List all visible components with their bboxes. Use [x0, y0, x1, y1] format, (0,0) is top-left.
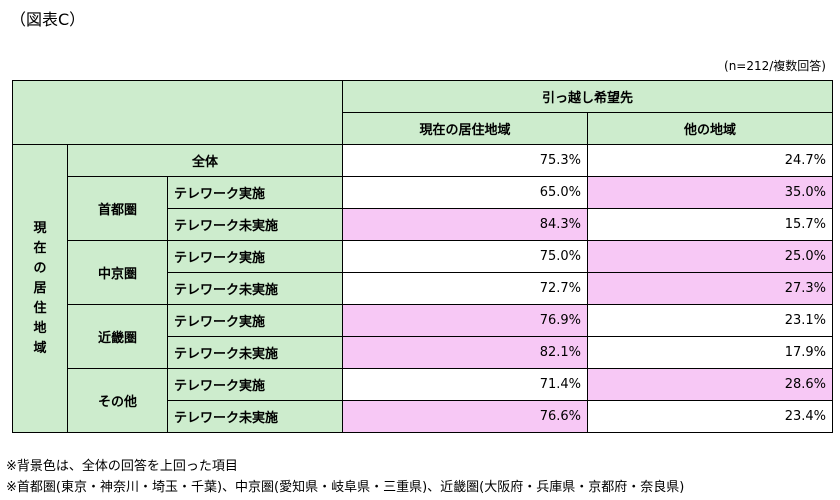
region-name: 近畿圏 — [67, 304, 168, 369]
total-other-value: 24.7% — [587, 144, 833, 177]
side-label-char: 現 — [33, 220, 47, 236]
table-row: テレワーク未実施 76.6% 23.4% — [13, 400, 833, 433]
row-label: テレワーク実施 — [167, 368, 343, 401]
table-row: 近畿圏 テレワーク実施 76.9% 23.1% — [13, 304, 833, 369]
table-row: テレワーク未実施 72.7% 27.3% — [13, 272, 833, 305]
corner-cell — [12, 80, 343, 145]
other-region-value: 15.7% — [587, 208, 833, 241]
other-region-value: 27.3% — [587, 272, 833, 305]
other-region-value: 25.0% — [587, 240, 833, 273]
row-label: テレワーク未実施 — [167, 400, 343, 433]
table-row: 首都圏 テレワーク実施 65.0% 35.0% — [13, 176, 833, 241]
figure-title: （図表C） — [10, 10, 86, 29]
row-label: テレワーク実施 — [167, 304, 343, 337]
side-label-char: 域 — [33, 340, 47, 356]
side-label-char: の — [33, 260, 47, 276]
other-region-value: 28.6% — [587, 368, 833, 401]
other-region-value: 23.1% — [587, 304, 833, 337]
current-region-value: 72.7% — [342, 272, 588, 305]
side-label-char: 住 — [33, 300, 47, 316]
row-label: テレワーク実施 — [167, 240, 343, 273]
region-name: 首都圏 — [67, 176, 168, 241]
side-label-current-region: 現在の居住地域 — [12, 144, 68, 433]
table-row: その他 テレワーク実施 71.4% 28.6% — [13, 368, 833, 433]
table-row: 中京圏 テレワーク実施 75.0% 25.0% — [13, 240, 833, 305]
side-label-char: 地 — [33, 320, 47, 336]
header-destination: 引っ越し希望先 — [342, 80, 833, 113]
footnote-regions: ※首都圏(東京・神奈川・埼玉・千葉)、中京圏(愛知県・岐阜県・三重県)、近畿圏(… — [6, 480, 685, 495]
current-region-value: 75.0% — [342, 240, 588, 273]
other-region-value: 17.9% — [587, 336, 833, 369]
current-region-value: 84.3% — [342, 208, 588, 241]
table-row: テレワーク未実施 82.1% 17.9% — [13, 336, 833, 369]
current-region-value: 76.6% — [342, 400, 588, 433]
current-region-value: 76.9% — [342, 304, 588, 337]
survey-table: 引っ越し希望先 現在の居住地域 他の地域 現在の居住地域 全体 75.3% 24… — [12, 80, 833, 433]
row-label-total: 全体 — [67, 144, 343, 177]
side-label-char: 居 — [33, 280, 47, 296]
current-region-value: 82.1% — [342, 336, 588, 369]
side-label-char: 在 — [33, 240, 47, 256]
row-label: テレワーク実施 — [167, 176, 343, 209]
table-row: テレワーク未実施 84.3% 15.7% — [13, 208, 833, 241]
row-label: テレワーク未実施 — [167, 208, 343, 241]
row-label: テレワーク未実施 — [167, 336, 343, 369]
other-region-value: 35.0% — [587, 176, 833, 209]
region-name: 中京圏 — [67, 240, 168, 305]
current-region-value: 71.4% — [342, 368, 588, 401]
header-current-region: 現在の居住地域 — [342, 112, 588, 145]
current-region-value: 65.0% — [342, 176, 588, 209]
footnote-background: ※背景色は、全体の回答を上回った項目 — [6, 459, 238, 474]
row-label: テレワーク未実施 — [167, 272, 343, 305]
total-current-value: 75.3% — [342, 144, 588, 177]
sample-note: (n=212/複数回答) — [724, 59, 826, 73]
header-other-region: 他の地域 — [587, 112, 833, 145]
region-name: その他 — [67, 368, 168, 433]
other-region-value: 23.4% — [587, 400, 833, 433]
